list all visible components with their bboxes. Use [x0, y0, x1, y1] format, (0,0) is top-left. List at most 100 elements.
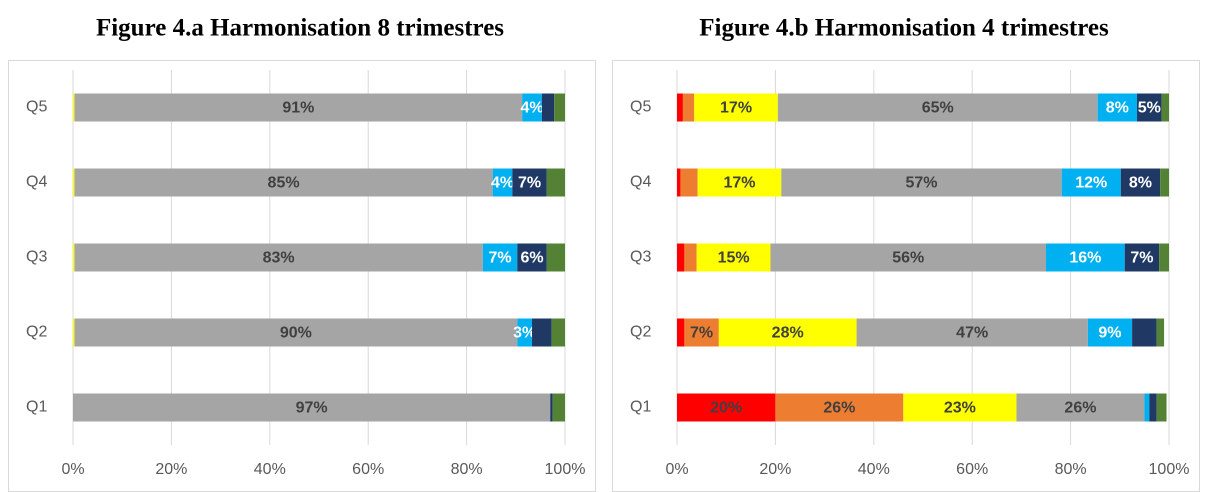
x-tick-label: 80%	[451, 461, 483, 478]
bar-segment	[775, 393, 904, 422]
bar-segment	[781, 168, 1062, 197]
bar-segment	[554, 93, 565, 122]
bar-segment	[1160, 168, 1169, 197]
bar-segment	[482, 243, 518, 272]
x-tick-label: 80%	[1055, 461, 1087, 478]
x-tick-label: 40%	[254, 461, 286, 478]
bar-segment	[697, 168, 782, 197]
data-label: 57%	[906, 175, 938, 192]
bar-segment	[1120, 168, 1161, 197]
bar-segment	[777, 93, 1098, 122]
chart-title: Figure 4.b Harmonisation 4 trimestres	[699, 15, 1109, 42]
data-label: 5%	[1138, 100, 1161, 117]
bar-segment	[74, 93, 523, 122]
bar-segment	[517, 243, 547, 272]
y-tick-label: Q4	[630, 174, 651, 191]
bar-segment	[694, 93, 778, 122]
y-tick-label: Q3	[26, 249, 47, 266]
bar-segment	[532, 318, 552, 347]
data-label: 17%	[723, 175, 755, 192]
bar-segment	[1087, 318, 1133, 347]
y-tick-label: Q1	[630, 399, 651, 416]
bar-segment	[1016, 393, 1145, 422]
bar-segment	[680, 168, 698, 197]
data-label: 91%	[282, 100, 314, 117]
bar-segment	[552, 393, 565, 422]
bar-segment	[1156, 318, 1165, 347]
data-label: 7%	[690, 325, 713, 342]
y-tick-label: Q2	[26, 324, 47, 341]
bar-segment	[546, 168, 565, 197]
data-label: 9%	[1098, 325, 1121, 342]
bar-segment	[550, 393, 553, 422]
bar-segment	[73, 393, 551, 422]
data-label: 7%	[518, 175, 541, 192]
bar-segment	[1144, 393, 1150, 422]
bar-segment	[684, 243, 697, 272]
data-label: 8%	[1129, 175, 1152, 192]
bar-segment	[492, 168, 513, 197]
chart-frame	[612, 60, 1200, 492]
x-tick-label: 100%	[1149, 461, 1190, 478]
data-label: 3%	[513, 325, 536, 342]
bar-segment	[770, 243, 1046, 272]
bar-segment	[73, 243, 75, 272]
chart-frame	[8, 60, 596, 492]
data-label: 28%	[772, 325, 804, 342]
bar-segment	[522, 93, 542, 122]
bar-segment	[1137, 93, 1162, 122]
chart-title: Figure 4.a Harmonisation 8 trimestres	[96, 15, 504, 42]
data-label: 20%	[710, 400, 742, 417]
bar-segment	[903, 393, 1017, 422]
data-label: 7%	[488, 250, 511, 267]
bar-segment	[677, 168, 681, 197]
bar-segment	[1061, 168, 1121, 197]
bar-segment	[682, 93, 695, 122]
data-label: 12%	[1075, 175, 1107, 192]
bar-segment	[1124, 243, 1160, 272]
data-label: 8%	[1106, 100, 1129, 117]
x-tick-label: 40%	[858, 461, 890, 478]
bar-segment	[677, 393, 776, 422]
bar-segment	[1046, 243, 1125, 272]
data-label: 15%	[718, 250, 750, 267]
y-tick-label: Q5	[630, 99, 651, 116]
bar-segment	[1159, 243, 1169, 272]
y-tick-label: Q1	[26, 399, 47, 416]
bar-segment	[1132, 318, 1157, 347]
bar-segment	[74, 243, 483, 272]
bar-segment	[677, 318, 685, 347]
bar-segment	[74, 318, 518, 347]
data-label: 90%	[280, 325, 312, 342]
bar-segment	[551, 318, 565, 347]
x-tick-label: 0%	[665, 461, 688, 478]
bar-segment	[677, 243, 685, 272]
x-tick-label: 100%	[545, 461, 586, 478]
bar-segment	[74, 168, 493, 197]
x-tick-label: 60%	[956, 461, 988, 478]
bar-segment	[73, 318, 75, 347]
bar-segment	[856, 318, 1088, 347]
y-tick-label: Q5	[26, 99, 47, 116]
x-tick-label: 0%	[61, 461, 84, 478]
x-tick-label: 60%	[352, 461, 384, 478]
data-label: 16%	[1069, 250, 1101, 267]
y-tick-label: Q2	[630, 324, 651, 341]
data-label: 6%	[520, 250, 543, 267]
bar-segment	[677, 93, 683, 122]
bar-segment	[73, 93, 75, 122]
bar-segment	[684, 318, 719, 347]
data-label: 97%	[296, 400, 328, 417]
bar-segment	[1161, 93, 1169, 122]
data-label: 23%	[944, 400, 976, 417]
bar-segment	[541, 93, 555, 122]
bar-segment	[512, 168, 547, 197]
bar-segment	[1149, 393, 1157, 422]
bar-segment	[1156, 393, 1167, 422]
data-label: 83%	[263, 250, 295, 267]
data-label: 56%	[892, 250, 924, 267]
x-tick-label: 20%	[155, 461, 187, 478]
data-label: 47%	[956, 325, 988, 342]
bar-segment	[517, 318, 533, 347]
data-label: 26%	[1064, 400, 1096, 417]
